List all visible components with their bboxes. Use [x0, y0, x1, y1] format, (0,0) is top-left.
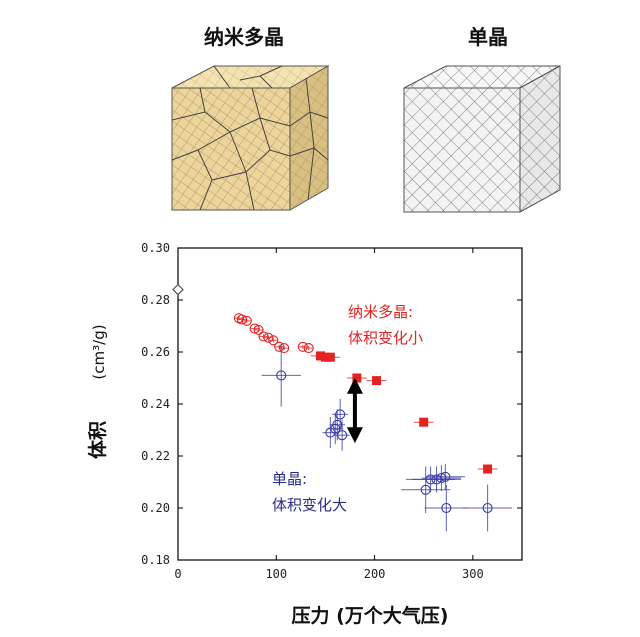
x-tick-label: 0	[174, 567, 181, 581]
data-point-circle	[297, 341, 308, 352]
data-point-circle	[337, 430, 348, 441]
pressure-volume-chart: 0 100 200 300 0.18 0.20 0.22 0.24 0.26 0.28 0.30 纳…	[86, 241, 523, 627]
x-tick-label: 200	[364, 567, 386, 581]
plot-frame	[177, 247, 523, 561]
data-point-square	[483, 464, 493, 474]
label-single-crystal: 单晶	[468, 25, 508, 49]
data-point-square	[352, 373, 362, 383]
series-open-circle	[233, 313, 314, 354]
label-nanopoly: 纳米多晶	[204, 25, 284, 49]
data-point-circle	[276, 370, 287, 381]
nanopoly-cube-image	[171, 65, 330, 211]
series-open-circle-errorbar	[261, 344, 513, 532]
y-tick-label: 0.18	[141, 553, 170, 567]
data-point-diamond	[172, 283, 184, 296]
data-point-circle	[279, 343, 290, 354]
y-tick-label: 0.22	[141, 449, 170, 463]
annotation-nano-line2: 体积变化小	[348, 329, 423, 347]
axis-ticks: 0 100 200 300 0.18 0.20 0.22 0.24 0.26 0.28 0.30	[141, 241, 522, 581]
y-tick-label: 0.20	[141, 501, 170, 515]
x-axis-label: 压力 (万个大气压)	[292, 604, 449, 627]
annotation-nano-line1: 纳米多晶:	[348, 303, 413, 321]
y-tick-label: 0.24	[141, 397, 170, 411]
data-point-square	[316, 351, 326, 361]
data-point-circle	[241, 315, 252, 326]
data-point-circle	[253, 324, 264, 335]
data-point-circle	[436, 473, 447, 484]
data-point-circle	[249, 323, 260, 334]
y-axis-label-main: 体积	[86, 421, 109, 459]
annotation-single-line2: 体积变化大	[272, 496, 347, 514]
data-point-square	[419, 417, 429, 427]
y-tick-label: 0.26	[141, 345, 170, 359]
x-tick-label: 300	[462, 567, 484, 581]
y-axis-label-unit: (cm³/g)	[90, 324, 108, 379]
data-point-circle	[482, 502, 493, 514]
annotation-single-line1: 单晶:	[272, 470, 307, 488]
data-point-circle	[335, 409, 346, 420]
data-point-square	[325, 352, 335, 362]
series-open-diamond	[172, 283, 184, 296]
data-point-square	[372, 376, 382, 386]
single-crystal-cube-image	[403, 65, 561, 213]
data-point-circle	[268, 335, 279, 346]
y-tick-label: 0.28	[141, 293, 170, 307]
data-point-circle	[303, 343, 314, 354]
data-point-circle	[263, 332, 274, 343]
series-filled-square	[310, 351, 498, 474]
y-tick-label: 0.30	[141, 241, 170, 255]
x-tick-label: 100	[265, 567, 287, 581]
data-series	[172, 283, 513, 532]
data-point-circle	[440, 471, 451, 482]
data-point-circle	[441, 502, 452, 514]
